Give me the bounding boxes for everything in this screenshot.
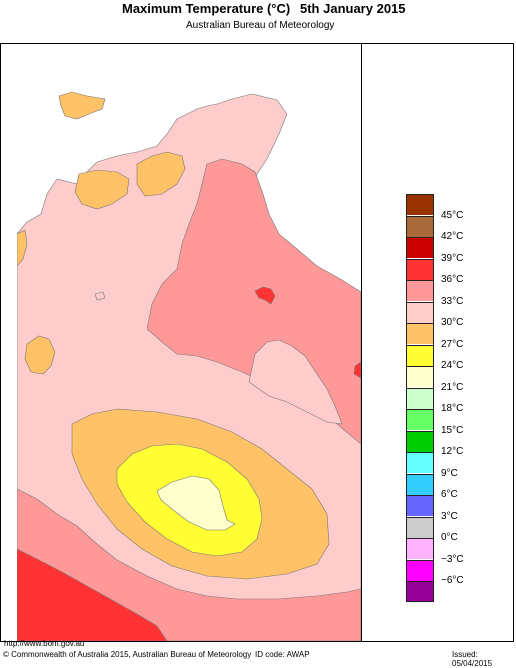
legend-swatch [406,452,434,473]
legend-swatch [406,387,434,409]
legend-swatch [406,301,434,323]
legend-swatch [406,344,434,366]
legend-label: 30°C [441,317,464,328]
legend-swatch [406,516,434,538]
legend-label: 39°C [441,252,464,264]
legend-swatch [406,473,434,495]
map-panel-border [17,44,362,641]
legend-label: 42°C [441,231,464,242]
region-27-north-3 [74,169,130,210]
map-frame [0,43,514,642]
region-21-center [156,475,236,531]
title-bar: Maximum Temperature (°C) 5th January 201… [0,0,516,18]
map-title: Maximum Temperature (°C) [122,1,291,16]
legend-label: −6°C [441,575,464,586]
legend-label: 3°C [441,510,458,522]
temperature-map [17,91,361,641]
legend-label: 12°C [441,446,464,457]
legend-swatch [406,430,434,452]
legend-label: 21°C [441,381,464,393]
region-27-northwest-edge [17,229,28,267]
legend-swatch [406,581,434,602]
region-30-inset [248,339,343,425]
legend-swatch [406,323,434,344]
legend-label: 24°C [441,360,464,371]
legend-swatch [406,538,434,559]
footer-copyright: © Commonwealth of Australia 2015, Austra… [3,650,252,659]
legend-swatch [406,559,434,581]
legend-label: 33°C [441,295,464,307]
footer-url[interactable]: http://www.bom.gov.au [4,639,85,648]
map-date: 5th January 2015 [300,1,406,16]
legend-label: 15°C [441,424,464,436]
legend-label: 27°C [441,338,464,350]
region-36-spot [254,286,276,305]
legend-label: −3°C [441,553,464,565]
island-west [94,291,106,301]
legend-swatch [406,409,434,430]
footer-issued: Issued: 05/04/2015 [452,650,493,668]
legend-label: 18°C [441,403,464,414]
region-36-east-edge [353,361,361,379]
legend-label: 6°C [441,489,458,500]
legend-label: 45°C [441,209,464,221]
map-subtitle: Australian Bureau of Meteorology [186,20,335,31]
legend-swatch [406,280,434,301]
legend-swatch [406,495,434,516]
region-27-west [24,335,56,375]
footer-id-code: ID code: AWAP [255,650,310,659]
region-27-north-2 [136,151,186,197]
legend-swatch [406,215,434,237]
legend-label: 36°C [441,274,464,285]
legend-label: 0°C [441,532,458,543]
region-36-southwest [17,548,168,641]
legend-swatch [406,194,434,215]
legend-swatch [406,258,434,280]
legend-label: 9°C [441,467,458,479]
legend-swatch [406,237,434,258]
legend-swatch [406,366,434,387]
region-27-north-1 [58,91,106,120]
